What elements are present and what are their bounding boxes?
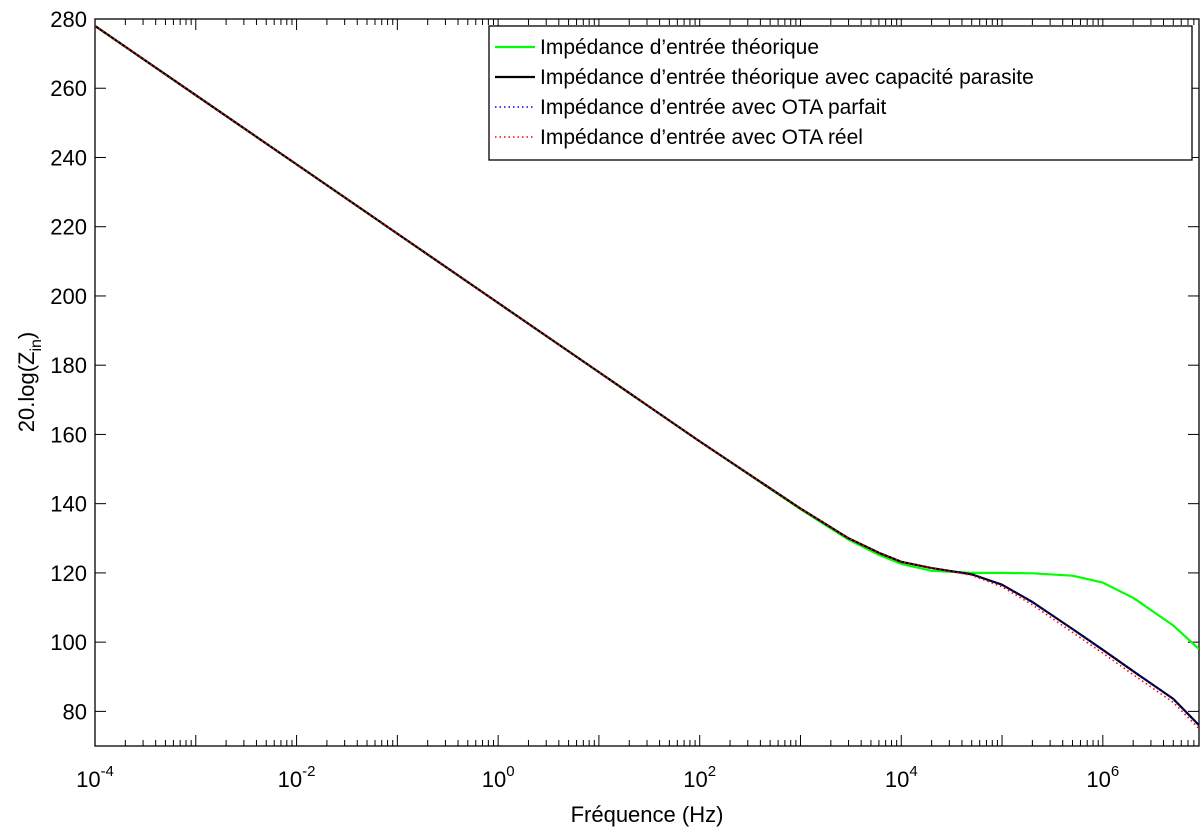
x-tick-label: 10-2 [278,763,316,792]
x-tick-label: 106 [1086,763,1119,792]
legend-label-3: Impédance d’entrée avec OTA parfait [540,96,886,119]
y-axis-label-main: 20.log(Z [14,352,39,433]
x-tick-label: 104 [885,763,918,792]
y-tick-label: 220 [50,215,87,240]
legend-box [488,25,1193,161]
x-axis-label: Fréquence (Hz) [571,802,724,827]
legend: Impédance d’entrée théorique Impédance d’… [488,25,1193,161]
y-axis-label-close: ) [14,332,39,339]
y-tick-label: 160 [50,422,87,447]
y-tick-label: 260 [50,76,87,101]
y-tick-label: 240 [50,145,87,170]
y-tick-label: 100 [50,630,87,655]
y-axis-label-sub: in [28,339,45,351]
y-axis-ticks: 80 100 120 140 160 180 200 220 240 260 280 [50,7,1199,724]
x-tick-label: 100 [482,763,515,792]
y-tick-label: 280 [50,7,87,32]
y-axis-label: 20.log(Zin) [14,332,45,433]
legend-label-1: Impédance d’entrée théorique [540,36,819,59]
x-tick-label: 102 [683,763,716,792]
legend-label-4: Impédance d’entrée avec OTA réel [540,126,863,149]
y-tick-label: 180 [50,353,87,378]
series-line-4 [95,25,1199,730]
y-tick-label: 80 [63,699,87,724]
series-layer [95,24,1199,730]
x-axis-ticks: 10-4 10-2 100 102 104 106 [76,19,1200,792]
y-tick-label: 200 [50,284,87,309]
y-tick-label: 140 [50,492,87,517]
y-tick-label: 120 [50,561,87,586]
legend-label-2: Impédance d’entrée théorique avec capaci… [540,66,1034,89]
x-tick-label: 10-4 [76,763,114,792]
